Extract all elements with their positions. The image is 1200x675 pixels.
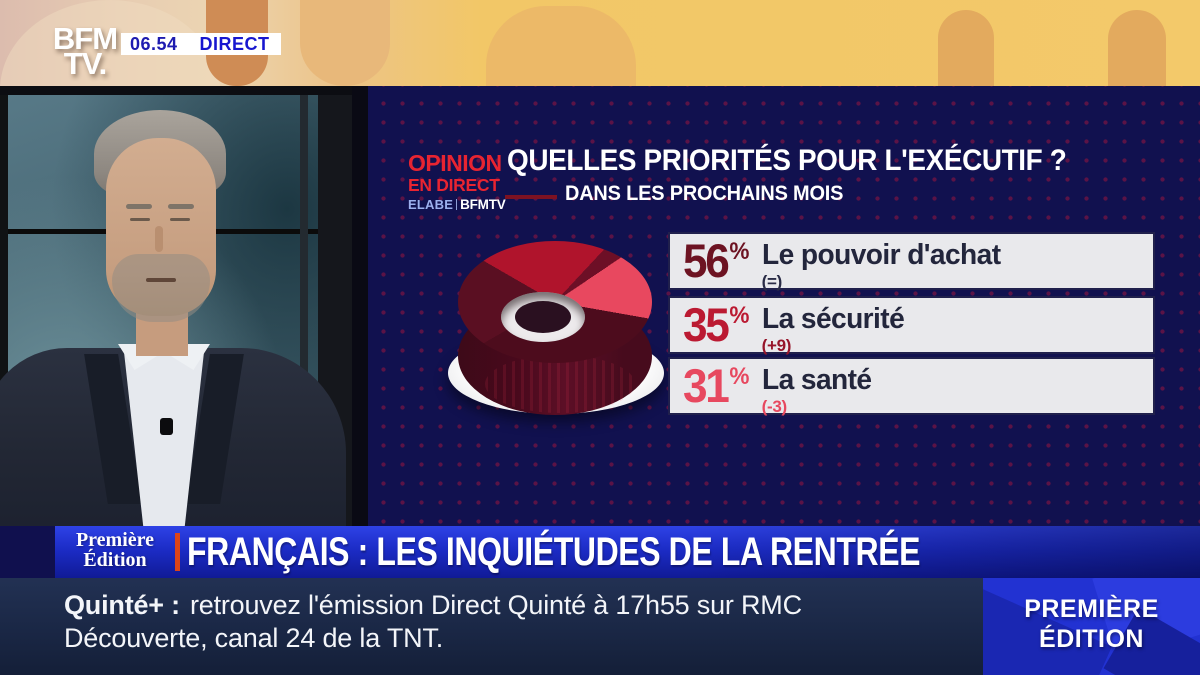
studio-panel-seam xyxy=(352,86,368,526)
poll-value: 31% xyxy=(683,360,749,421)
bfmtv-logo: BFMTV xyxy=(460,197,506,213)
ticker-body: retrouvez l'émission Direct Quinté à 17h… xyxy=(64,590,802,654)
brand-separator xyxy=(456,199,458,211)
percent-sign: % xyxy=(729,302,750,329)
poll-label-group: Le pouvoir d'achat (=) xyxy=(762,235,1008,292)
anchor-eye xyxy=(130,218,150,221)
poll-label-group: La santé (-3) xyxy=(762,360,875,417)
donut-side-texture xyxy=(485,355,635,413)
poll-label-group: La sécurité (+9) xyxy=(762,299,909,356)
channel-logo: BFM TV. xyxy=(52,21,118,82)
poll-value: 35% xyxy=(683,299,749,360)
clock: 06.54 xyxy=(130,33,178,54)
anchor-nose xyxy=(155,226,163,252)
time-live-bar: 06.54 DIRECT xyxy=(121,33,281,55)
poll-value-number: 31 xyxy=(683,359,730,412)
channel-logo-line1: BFM xyxy=(52,21,118,56)
poll-change: (-3) xyxy=(761,397,788,416)
program-title: PREMIÈRE ÉDITION xyxy=(983,595,1200,654)
studio-pillar xyxy=(300,86,308,526)
anchor-mouth xyxy=(146,278,176,282)
poll-change: (+9) xyxy=(761,336,792,355)
live-badge: DIRECT xyxy=(199,33,270,54)
decor-arch xyxy=(1108,10,1166,86)
poll-value-number: 35 xyxy=(683,298,730,351)
anchor-microphone xyxy=(160,418,173,435)
poll-label: Le pouvoir d'achat xyxy=(761,239,1001,271)
ticker-lead: Quinté+ : xyxy=(64,590,180,620)
channel-logo-line2: TV. xyxy=(63,46,107,82)
poll-label: La santé xyxy=(761,364,872,396)
program-panel: PREMIÈRE ÉDITION xyxy=(983,578,1200,675)
program-title-line1: PREMIÈRE xyxy=(1024,595,1159,623)
headline-text: FRANÇAIS : LES INQUIÉTUDES DE LA RENTRÉE xyxy=(187,530,921,574)
donut-hole-center xyxy=(515,301,571,333)
percent-sign: % xyxy=(729,238,750,265)
brand-line1: OPINION xyxy=(408,150,502,176)
studio-camera-shot xyxy=(0,86,368,526)
poll-value: 56% xyxy=(683,235,749,296)
poll-row: 56% Le pouvoir d'achat (=) xyxy=(668,232,1155,292)
percent-sign: % xyxy=(729,363,750,390)
brand-partners: ELABE BFMTV xyxy=(408,197,508,212)
poll-change: (=) xyxy=(761,272,783,291)
anchor-eye xyxy=(170,218,190,221)
program-badge-line2: Édition xyxy=(83,548,147,571)
poll-label: La sécurité xyxy=(761,303,905,335)
decor-arch xyxy=(300,0,390,86)
anchor-eyebrow xyxy=(126,204,152,209)
decor-arch xyxy=(486,6,636,86)
ticker-text: Quinté+ : retrouvez l'émission Direct Qui… xyxy=(64,589,864,656)
poll-graphic-panel: OPINION EN DIRECT ELABE BFMTV QUELLES PR… xyxy=(368,86,1200,526)
ticker-bar: Quinté+ : retrouvez l'émission Direct Qui… xyxy=(0,578,983,675)
poll-subtitle: DANS LES PROCHAINS MOIS xyxy=(565,182,844,205)
decor-arch xyxy=(938,10,994,86)
elabe-logo: ELABE xyxy=(408,197,454,213)
banner-shade xyxy=(684,526,1200,578)
anchor-beard xyxy=(112,254,210,322)
studio-pillar xyxy=(0,86,8,526)
poll-title: QUELLES PRIORITÉS POUR L'EXÉCUTIF ? xyxy=(507,144,1067,177)
studio-edge xyxy=(0,86,368,95)
brand-line2: EN DIRECT xyxy=(408,175,500,195)
program-badge: Première Édition xyxy=(61,529,169,571)
poll-row: 35% La sécurité (+9) xyxy=(668,296,1155,356)
poll-row: 31% La santé (-3) xyxy=(668,357,1155,417)
opinion-en-direct-logo: OPINION EN DIRECT ELABE BFMTV xyxy=(408,150,508,213)
poll-value-number: 56 xyxy=(683,234,730,287)
anchor-eyebrow xyxy=(168,204,194,209)
title-underline-dash xyxy=(505,195,557,199)
badge-separator-bar xyxy=(175,533,180,571)
donut-chart xyxy=(445,235,667,421)
headline-banner: Première Édition FRANÇAIS : LES INQUIÉTU… xyxy=(55,526,1200,578)
program-badge-line1: Première xyxy=(75,529,155,551)
program-title-line2: ÉDITION xyxy=(1039,624,1144,653)
